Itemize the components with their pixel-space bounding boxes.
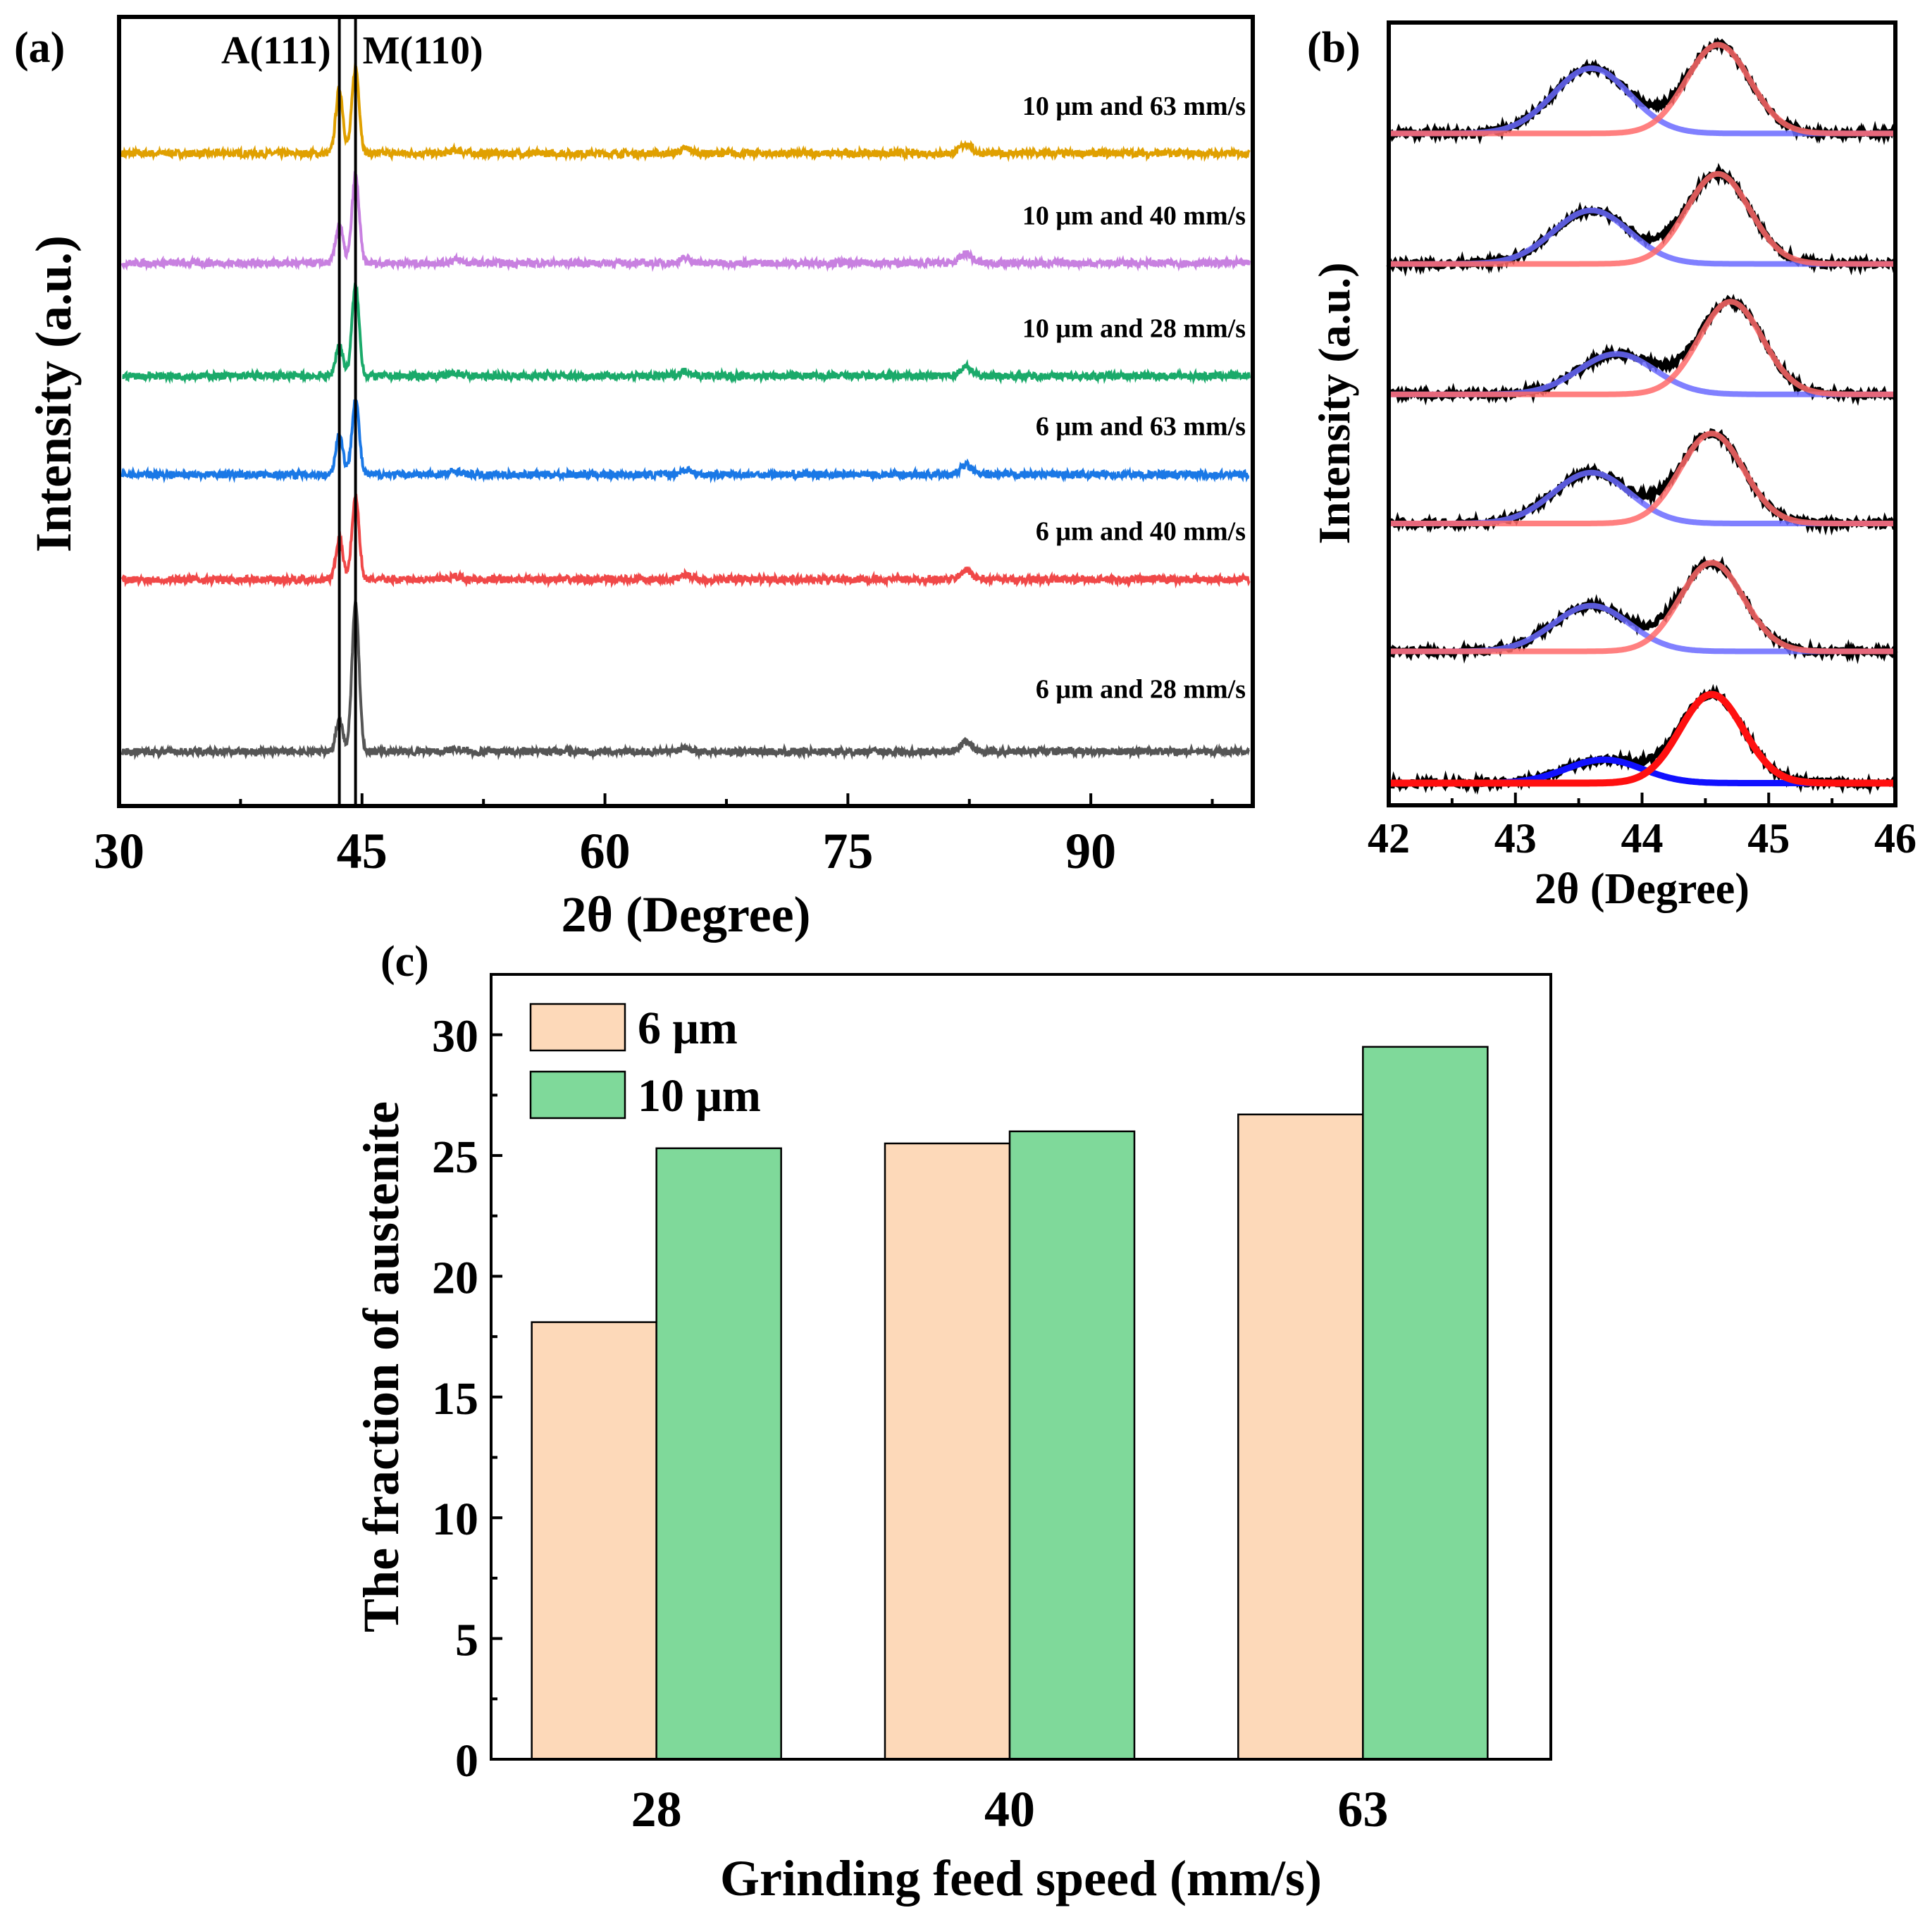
legend-label-1: 10 μm: [638, 1070, 761, 1122]
x-axis-title-c: Grinding feed speed (mm/s): [720, 1850, 1322, 1906]
martensite-fit-5: [1389, 690, 1895, 787]
measured-profile-1: [1386, 163, 1897, 277]
ref-label-A111: A(111): [221, 29, 331, 73]
x-tick-label-b: 42: [1368, 815, 1410, 862]
xrd-curve-0: [120, 62, 1251, 163]
x-axis-title-a: 2θ (Degree): [561, 886, 810, 943]
martensite-fit-1: [1389, 170, 1895, 267]
panel-label-c: (c): [380, 938, 429, 986]
martensite-fit-2: [1389, 299, 1895, 397]
series-label-2: 10 μm and 28 mm/s: [1022, 314, 1246, 344]
y-axis-title-b: Intensity (a.u.): [1309, 262, 1359, 544]
series-label-5: 6 μm and 28 mm/s: [1036, 675, 1246, 705]
x-tick-label-a: 75: [822, 823, 873, 879]
bar-6m-28: [531, 1321, 657, 1761]
x-tick-label-b: 44: [1621, 815, 1664, 862]
legend-swatch-1: [529, 1070, 626, 1120]
y-tick-label-c: 5: [455, 1615, 478, 1666]
series-label-1: 10 μm and 40 mm/s: [1022, 201, 1246, 230]
ref-label-M110: M(110): [363, 29, 483, 73]
x-tick-label-b: 43: [1494, 815, 1537, 862]
y-tick-label-c: 20: [432, 1252, 478, 1303]
x-tick-label-b: 45: [1747, 815, 1790, 862]
y-tick-label-c: 30: [432, 1011, 478, 1062]
measured-profile-2: [1387, 294, 1897, 407]
xrd-curve-4: [120, 493, 1251, 589]
x-tick-label-a: 90: [1065, 823, 1116, 879]
x-axis-title-b: 2θ (Degree): [1535, 865, 1750, 913]
legend-label-0: 6 μm: [638, 1003, 738, 1054]
panel-label-b: (b): [1307, 24, 1361, 72]
bar-6m-63: [1237, 1113, 1364, 1761]
xrd-curve-5: [120, 599, 1251, 761]
plot-frame-c: [490, 973, 1552, 1761]
x-tick-label-b: 46: [1874, 815, 1916, 862]
y-axis-title-c: The fraction of austenite: [353, 1101, 409, 1632]
martensite-fit-3: [1389, 430, 1895, 526]
series-label-0: 10 μm and 63 mm/s: [1022, 92, 1246, 121]
bar-10m-40: [1008, 1130, 1136, 1761]
y-axis-title-a: Intensity (a.u.): [25, 235, 82, 552]
xrd-curve-3: [120, 397, 1250, 484]
measured-profile-0: [1387, 37, 1897, 145]
bar-6m-40: [884, 1142, 1011, 1761]
x-tick-label-a: 30: [94, 823, 144, 879]
x-tick-label-a: 45: [337, 823, 388, 879]
xrd-curve-1: [120, 170, 1251, 273]
x-tick-label-c: 63: [1337, 1781, 1388, 1837]
martensite-fit-4: [1389, 559, 1895, 655]
bar-10m-63: [1362, 1046, 1489, 1761]
bar-10m-28: [655, 1147, 782, 1761]
panel-label-a: (a): [14, 24, 65, 72]
legend-swatch-0: [529, 1003, 626, 1052]
martensite-fit-0: [1389, 42, 1895, 137]
plot-frame-a: [117, 15, 1255, 808]
x-tick-label-c: 28: [631, 1781, 682, 1837]
x-tick-label-c: 40: [984, 1781, 1035, 1837]
series-label-4: 6 μm and 40 mm/s: [1036, 517, 1246, 547]
y-tick-label-c: 15: [432, 1373, 478, 1425]
y-tick-label-c: 0: [455, 1735, 478, 1787]
xrd-curve-2: [122, 283, 1251, 385]
y-tick-label-c: 25: [432, 1132, 478, 1183]
series-label-3: 6 μm and 63 mm/s: [1036, 412, 1246, 442]
x-tick-label-a: 60: [580, 823, 631, 879]
y-tick-label-c: 10: [432, 1494, 478, 1545]
